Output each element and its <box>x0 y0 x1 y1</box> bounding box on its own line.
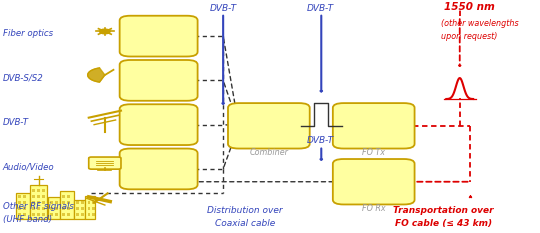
Bar <box>23 195 26 198</box>
Bar <box>63 207 65 210</box>
FancyBboxPatch shape <box>333 159 415 205</box>
Bar <box>81 207 84 210</box>
Text: FO Rx: FO Rx <box>362 204 386 213</box>
Text: 1550 nm: 1550 nm <box>443 2 494 12</box>
Bar <box>37 207 40 210</box>
Bar <box>32 201 35 204</box>
Text: DVB-T: DVB-T <box>306 137 334 145</box>
Bar <box>18 195 21 198</box>
Bar <box>18 201 21 204</box>
Bar <box>23 213 26 216</box>
Bar <box>50 201 53 204</box>
Bar <box>87 213 90 216</box>
Bar <box>92 213 95 216</box>
Circle shape <box>99 29 110 34</box>
Bar <box>42 207 45 210</box>
Bar <box>81 213 84 216</box>
Bar <box>55 213 58 216</box>
Bar <box>76 213 79 216</box>
FancyBboxPatch shape <box>120 149 198 189</box>
Polygon shape <box>87 68 105 82</box>
Bar <box>16 193 30 219</box>
Bar <box>37 195 40 198</box>
Text: Transportation over: Transportation over <box>393 206 494 215</box>
Bar <box>42 195 45 198</box>
FancyBboxPatch shape <box>89 157 121 169</box>
Text: DVB-S/S2: DVB-S/S2 <box>3 74 43 82</box>
Text: Other RF signals: Other RF signals <box>3 202 73 211</box>
Bar <box>76 201 79 204</box>
Bar <box>76 207 79 210</box>
Text: (UHF band): (UHF band) <box>3 215 52 223</box>
Bar <box>92 201 95 204</box>
Bar <box>18 207 21 210</box>
Text: DVB-T: DVB-T <box>210 4 237 13</box>
Text: upon request): upon request) <box>441 32 497 41</box>
Bar <box>67 213 70 216</box>
Text: Distribution over: Distribution over <box>207 206 282 215</box>
Bar <box>48 197 60 219</box>
Bar <box>37 213 40 216</box>
Bar <box>63 195 65 198</box>
Bar <box>18 213 21 216</box>
Text: Audio/Video: Audio/Video <box>3 162 55 171</box>
Text: Combiner: Combiner <box>249 148 288 157</box>
Bar <box>67 207 70 210</box>
Text: Coaxial cable: Coaxial cable <box>214 219 275 228</box>
Bar <box>50 207 53 210</box>
Text: DVB-T: DVB-T <box>306 4 334 13</box>
Bar <box>60 191 73 219</box>
Bar <box>32 207 35 210</box>
Bar <box>32 213 35 216</box>
Bar <box>55 201 58 204</box>
FancyBboxPatch shape <box>333 103 415 149</box>
Text: FO cable (≤ 43 km): FO cable (≤ 43 km) <box>395 219 492 228</box>
Text: FO Tx: FO Tx <box>362 148 385 157</box>
Bar <box>50 213 53 216</box>
Bar <box>67 201 70 204</box>
Bar <box>32 195 35 198</box>
Bar <box>23 201 26 204</box>
Bar <box>37 201 40 204</box>
Bar <box>87 207 90 210</box>
FancyBboxPatch shape <box>228 103 310 149</box>
Text: DVB-T: DVB-T <box>3 118 29 127</box>
Bar <box>85 196 95 219</box>
Bar <box>63 213 65 216</box>
Bar <box>42 201 45 204</box>
Bar <box>42 189 45 192</box>
Bar <box>81 201 84 204</box>
Bar <box>30 185 48 219</box>
Bar <box>67 195 70 198</box>
Bar <box>42 213 45 216</box>
Bar <box>74 200 85 219</box>
Bar <box>55 207 58 210</box>
FancyBboxPatch shape <box>120 60 198 101</box>
FancyBboxPatch shape <box>120 16 198 56</box>
Bar <box>37 189 40 192</box>
Bar <box>32 189 35 192</box>
Bar <box>87 201 90 204</box>
Bar <box>63 201 65 204</box>
FancyBboxPatch shape <box>120 104 198 145</box>
Bar <box>92 207 95 210</box>
Text: Fiber optics: Fiber optics <box>3 29 53 38</box>
Bar <box>23 207 26 210</box>
Text: (other wavelengths: (other wavelengths <box>441 19 518 28</box>
